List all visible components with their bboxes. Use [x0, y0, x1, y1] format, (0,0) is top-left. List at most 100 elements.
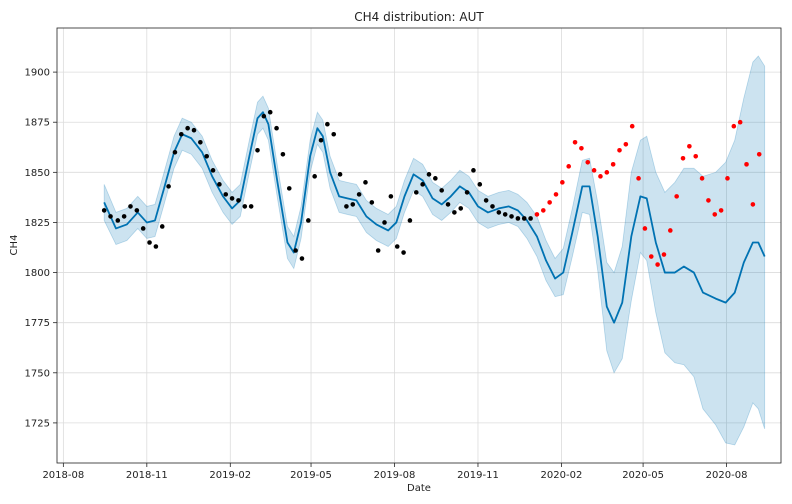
- observed-point: [108, 214, 113, 219]
- test-point: [661, 252, 667, 257]
- observed-point: [477, 182, 483, 187]
- observed-point: [464, 190, 470, 195]
- observed-point: [178, 131, 184, 137]
- observed-point: [229, 196, 235, 201]
- forecast-line-layer: [103, 111, 766, 324]
- observed-point: [439, 188, 444, 193]
- observed-point: [242, 204, 248, 209]
- observed-point: [153, 244, 159, 249]
- observed-point: [236, 198, 241, 203]
- test-point: [572, 139, 578, 145]
- test-point: [623, 141, 629, 147]
- y-tick-label: 1875: [25, 118, 50, 129]
- test-point: [674, 194, 679, 199]
- test-point: [693, 153, 699, 159]
- observed-point: [401, 250, 406, 255]
- test-point: [636, 176, 641, 181]
- observed-point: [159, 224, 165, 229]
- observed-point: [325, 121, 330, 127]
- y-axis-title: CH4: [9, 235, 20, 256]
- uncertainty-band: [103, 55, 766, 446]
- observed-point: [407, 218, 413, 223]
- test-point: [706, 198, 711, 203]
- test-point: [750, 202, 756, 207]
- observed-point: [502, 212, 508, 217]
- y-tick-label: 1750: [25, 368, 50, 379]
- plot-frame: [56, 27, 782, 464]
- test-point: [547, 200, 552, 205]
- observed-point: [280, 151, 286, 157]
- test-point: [579, 145, 584, 151]
- test-point: [585, 160, 591, 165]
- uncertainty-band-layer: [103, 55, 766, 446]
- observed-point: [363, 180, 368, 185]
- observed-point: [426, 172, 432, 177]
- test-point: [560, 180, 565, 185]
- observed-point: [306, 218, 311, 223]
- observed-point: [490, 204, 495, 209]
- x-tick-label: 2020-08: [706, 470, 748, 481]
- observed-point: [255, 147, 260, 153]
- x-tick-label: 2018-08: [42, 470, 84, 481]
- observed-point: [521, 216, 527, 221]
- observed-point: [204, 153, 209, 159]
- observed-point: [166, 184, 171, 189]
- forecast-line: [103, 111, 766, 324]
- chart-title: CH4 distribution: AUT: [354, 10, 484, 24]
- observed-point: [388, 194, 394, 199]
- observed-point: [413, 190, 419, 195]
- observed-point: [147, 240, 152, 245]
- observed-point: [274, 125, 279, 131]
- test-point: [687, 143, 692, 149]
- observed-point: [223, 192, 229, 197]
- observed-point: [394, 244, 400, 249]
- y-tick-label: 1775: [25, 318, 50, 329]
- test-point: [553, 192, 559, 197]
- observed-point: [350, 202, 356, 207]
- observed-point: [452, 210, 457, 215]
- x-tick-label: 2018-11: [126, 470, 168, 481]
- x-tick-label: 2019-11: [457, 470, 499, 481]
- test-point: [680, 155, 686, 161]
- observed-point: [496, 210, 502, 215]
- test-point: [604, 170, 610, 175]
- grid: [57, 28, 781, 463]
- x-tick-label: 2019-02: [209, 470, 251, 481]
- observed-point: [318, 137, 324, 143]
- observed-point: [528, 216, 533, 221]
- test-point: [737, 119, 743, 125]
- observed-point: [140, 226, 146, 231]
- axis-ticks: 2018-08 2018-11 2019-02 2019-05 2019-08 2019-…: [25, 68, 748, 481]
- observed-point: [121, 214, 127, 219]
- observed-point: [382, 220, 387, 225]
- observed-point: [420, 182, 425, 187]
- x-tick-label: 2019-08: [374, 470, 416, 481]
- y-tick-label: 1850: [25, 168, 50, 179]
- observed-point: [331, 131, 337, 137]
- observed-point: [375, 248, 381, 253]
- x-tick-label: 2020-02: [541, 470, 583, 481]
- y-tick-label: 1725: [25, 418, 50, 429]
- test-point: [725, 176, 730, 181]
- observed-point: [515, 216, 521, 221]
- test-point: [566, 164, 571, 169]
- test-point: [744, 162, 749, 167]
- test-point: [591, 168, 597, 173]
- x-tick-label: 2020-05: [622, 470, 664, 481]
- observed-point: [217, 182, 222, 187]
- observed-point: [210, 168, 216, 173]
- test-point: [642, 226, 648, 231]
- test-point: [718, 208, 724, 213]
- test-point: [534, 212, 540, 217]
- x-axis-title: Date: [407, 483, 431, 494]
- observed-point: [115, 218, 121, 223]
- observed-point: [267, 109, 273, 115]
- observed-point: [293, 248, 298, 253]
- observed-point: [128, 204, 133, 209]
- test-point: [629, 123, 635, 129]
- observed-point: [509, 214, 514, 219]
- test-point: [756, 151, 762, 157]
- test-point: [540, 208, 546, 213]
